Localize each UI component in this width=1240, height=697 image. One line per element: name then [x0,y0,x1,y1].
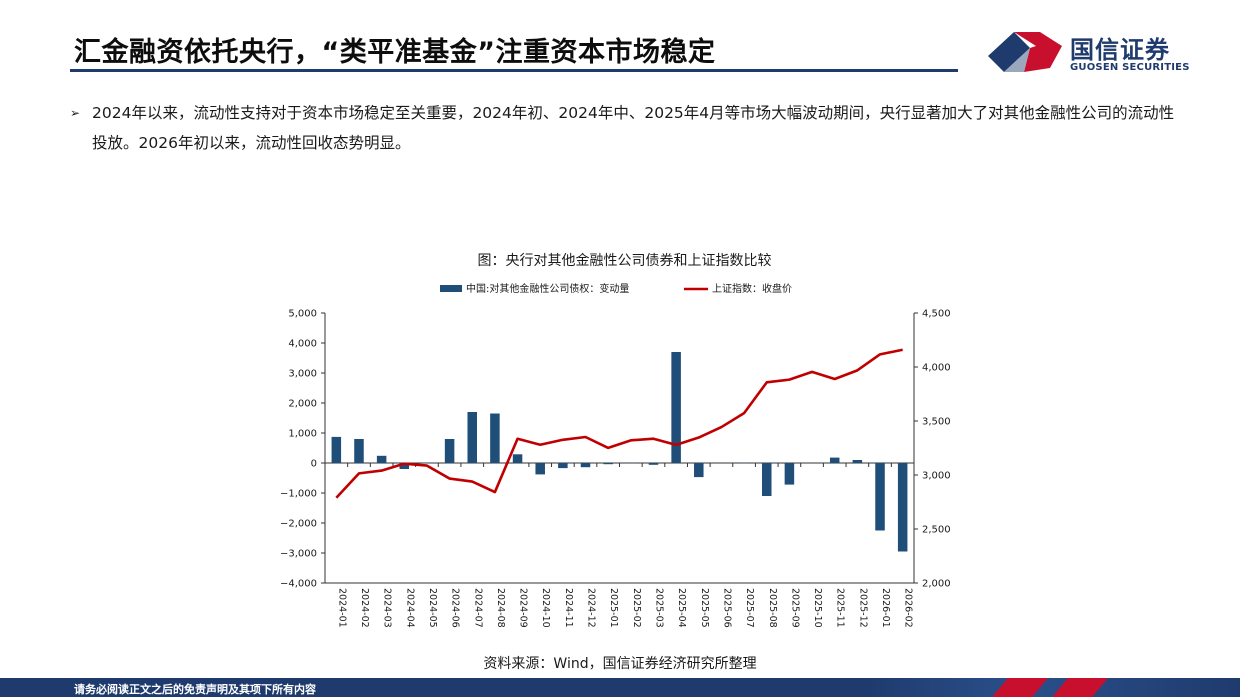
bar [467,412,478,463]
x-tick-label: 2024-08 [495,588,506,628]
x-tick-label: 2025-03 [653,588,664,628]
y-left-tick-label: −1,000 [280,489,317,500]
y-left-tick-label: 0 [311,459,317,470]
x-tick-label: 2025-06 [721,588,732,628]
x-tick-label: 2024-06 [450,588,461,628]
x-tick-label: 2024-11 [563,588,574,628]
y-right-tick-label: 2,500 [922,525,951,536]
bar [354,439,364,463]
x-tick-label: 2025-09 [789,588,800,628]
bar [558,463,568,469]
footer-red-stripe [992,678,1048,697]
x-tick-label: 2025-11 [835,588,846,628]
x-tick-label: 2025-04 [676,588,687,628]
bar [648,463,659,465]
y-left-tick-label: 2,000 [288,399,317,410]
x-tick-label: 2025-02 [631,588,642,628]
bar [376,455,387,463]
y-right-tick-label: 2,000 [922,579,951,590]
y-left-tick-label: 5,000 [288,309,317,320]
bullet-arrow-icon: ➢ [70,106,81,120]
bar [694,463,704,478]
bar [580,463,591,468]
logo-english-name: GUOSEN SECURITIES [1070,62,1190,73]
x-tick-label: 2024-07 [472,588,483,628]
bar [512,454,523,463]
bullet-point: ➢ 2024年以来，流动性支持对于资本市场稳定至关重要，2024年初、2024年… [70,98,1180,158]
x-tick-label: 2026-01 [880,588,891,628]
legend-label-bar: 中国:对其他金融性公司债权：变动量 [466,282,629,295]
y-right-tick-label: 3,500 [922,417,951,428]
bar [897,463,908,552]
bar [490,413,500,463]
x-tick-label: 2024-03 [382,588,393,628]
bar [852,460,863,463]
bar [784,463,795,485]
x-tick-label: 2024-12 [586,588,597,628]
y-right-tick-label: 3,000 [922,471,951,482]
bar [671,352,681,463]
bar [761,463,772,496]
page-title: 汇金融资依托央行，“类平准基金”注重资本市场稳定 [74,37,716,68]
x-tick-label: 2025-05 [699,588,710,628]
legend-swatch-bar [440,285,462,292]
bar [829,457,840,463]
bar [535,463,545,475]
x-tick-label: 2025-07 [744,588,755,628]
y-right-tick-label: 4,500 [922,309,951,320]
bar [603,463,613,465]
source-note: 资料来源：Wind，国信证券经济研究所整理 [483,656,757,672]
bar [331,436,342,463]
footer-disclaimer: 请务必阅读正文之后的免责声明及其项下所有内容 [74,683,316,696]
y-left-tick-label: −3,000 [280,549,317,560]
x-tick-label: 2024-10 [540,588,551,628]
footer-bar: 请务必阅读正文之后的免责声明及其项下所有内容 [0,678,1240,697]
legend-label-line: 上证指数：收盘价 [712,282,792,295]
y-left-tick-label: 3,000 [288,369,317,380]
title-underline [70,69,958,72]
logo-chinese-name: 国信证券 [1070,36,1170,64]
x-tick-label: 2024-01 [336,588,347,628]
y-right-tick-label: 4,000 [922,363,951,374]
footer-red-stripe [1052,678,1108,697]
x-tick-label: 2026-02 [903,588,914,628]
x-tick-label: 2025-10 [812,588,823,628]
bar [875,463,885,531]
x-tick-label: 2024-02 [359,588,370,628]
x-tick-label: 2024-04 [404,588,415,628]
y-left-tick-label: 1,000 [288,429,317,440]
y-left-tick-label: −4,000 [280,579,317,590]
bar [399,463,410,469]
chart-title: 图：央行对其他金融性公司债券和上证指数比较 [478,253,772,269]
y-left-tick-label: 4,000 [288,339,317,350]
x-tick-label: 2024-09 [518,588,529,628]
x-tick-label: 2025-12 [857,588,868,628]
guosen-logo-icon [988,32,1062,72]
bullet-text: 2024年以来，流动性支持对于资本市场稳定至关重要，2024年初、2024年中、… [92,104,1175,152]
brand-logo: 国信证券 GUOSEN SECURITIES [984,26,1189,78]
bar [444,439,455,463]
x-tick-label: 2025-01 [608,588,619,628]
line-series-sse-index [335,348,903,499]
x-tick-label: 2024-05 [427,588,438,628]
x-tick-label: 2025-08 [767,588,778,628]
y-left-tick-label: −2,000 [280,519,317,530]
